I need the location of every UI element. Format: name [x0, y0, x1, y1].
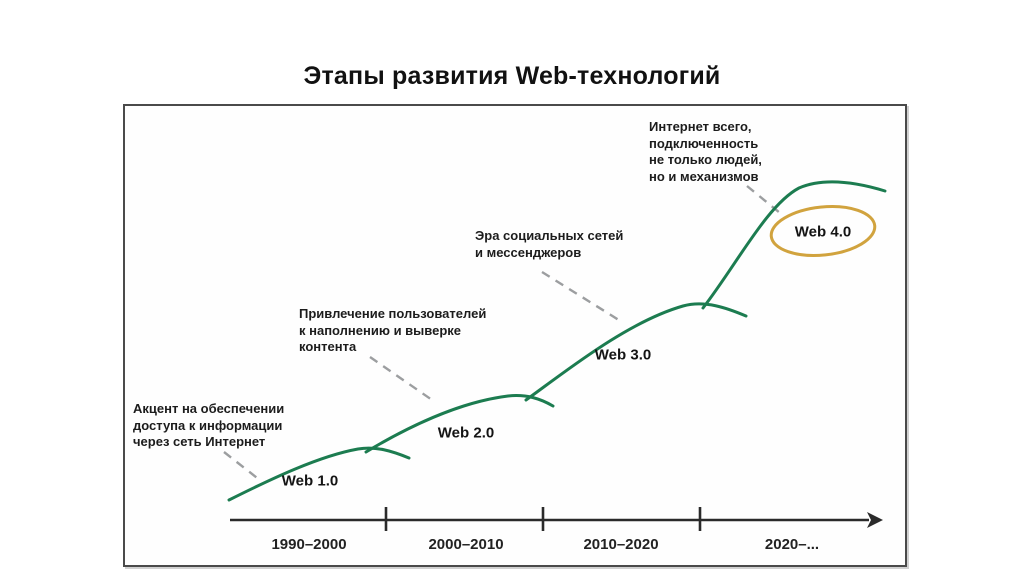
s-curves-plot	[223, 180, 887, 531]
chart-frame: Акцент на обеспечении доступа к информац…	[123, 104, 907, 567]
annotation-web1: Акцент на обеспечении доступа к информац…	[133, 401, 284, 451]
connector-web3	[541, 270, 623, 324]
curve-web4	[701, 180, 887, 310]
time-axis	[230, 507, 883, 531]
connector-web1	[223, 451, 262, 482]
stage-label-web3: Web 3.0	[594, 346, 652, 364]
period-label-2020: 2020–...	[764, 536, 820, 553]
curve-web3	[524, 302, 748, 402]
connector-web2	[369, 356, 436, 403]
annotation-line: Привлечение пользователей	[299, 306, 487, 321]
annotation-web4: Интернет всего, подключенность не только…	[649, 119, 762, 185]
annotation-line: и мессенджеров	[475, 244, 582, 260]
annotation-line: к наполнению и выверке	[299, 322, 461, 338]
web4-highlight-ellipse	[769, 205, 877, 257]
curve-web1	[227, 446, 411, 502]
annotation-web2: Привлечение пользователей к наполнению и…	[299, 306, 486, 356]
stage-label-web1: Web 1.0	[281, 472, 339, 490]
annotation-web3: Эра социальных сетей и мессенджеров	[475, 228, 623, 261]
axis-arrowhead-icon	[867, 512, 883, 528]
stage-label-web2: Web 2.0	[437, 424, 495, 442]
annotation-line: но и механизмов	[649, 168, 759, 184]
period-label-2000-2010: 2000–2010	[428, 536, 504, 553]
annotation-line: доступа к информации	[133, 417, 283, 433]
period-label-2010-2020: 2010–2020	[583, 536, 659, 553]
growth-curves	[227, 180, 887, 502]
curve-web2	[364, 394, 555, 454]
annotation-line: через сеть Интернет	[133, 434, 266, 449]
annotation-line: контента	[299, 339, 357, 354]
period-label-1990-2000: 1990–2000	[271, 536, 347, 553]
page-title: Этапы развития Web-технологий	[303, 62, 721, 90]
annotation-line: подключенность	[649, 135, 759, 151]
annotation-line: Акцент на обеспечении	[133, 401, 285, 416]
annotation-line: Эра социальных сетей	[475, 228, 624, 243]
annotation-line: Интернет всего,	[649, 119, 752, 134]
annotation-line: не только людей,	[649, 152, 762, 167]
stage-label-web4: Web 4.0	[794, 223, 852, 241]
